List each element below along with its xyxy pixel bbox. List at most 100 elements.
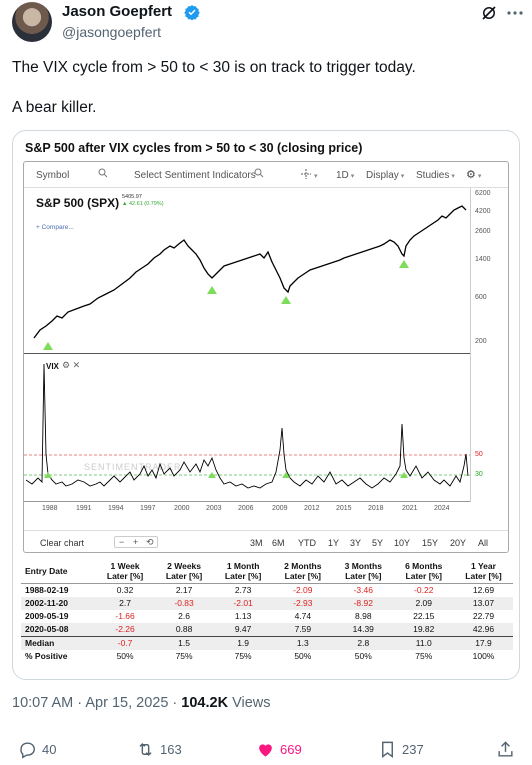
table-row: 2002-11-20 2.7 -0.83 -2.01 -2.93 -8.92 2.09 13.… xyxy=(21,597,513,610)
range-20y[interactable]: 20Y xyxy=(450,538,467,548)
range-3m[interactable]: 3M xyxy=(250,538,263,548)
table-cell: -0.22 xyxy=(414,585,434,595)
vix-panel[interactable]: VIX ⚙ ✕ SENTIMENTRADER xyxy=(24,354,470,502)
reset-zoom-button[interactable]: ⟲ xyxy=(146,537,154,547)
x-tick-label: 2024 xyxy=(434,505,450,512)
table-cell: 2.8 xyxy=(333,636,394,650)
vix-label: VIX xyxy=(46,362,59,371)
time-axis[interactable]: 1988 1991 1994 1997 2000 2003 2006 2009 … xyxy=(24,502,470,516)
range-1y[interactable]: 1Y xyxy=(328,538,340,548)
search-icon[interactable] xyxy=(254,168,264,178)
row-label: 1988-02-19 xyxy=(25,585,69,595)
vix-level-50-label: 50 xyxy=(475,451,483,458)
table-cell: 75% xyxy=(175,651,193,661)
range-ytd[interactable]: YTD xyxy=(298,538,316,548)
crosshair-icon[interactable] xyxy=(300,168,312,180)
row-label: 2002-11-20 xyxy=(21,597,96,610)
table-cell: 14.39 xyxy=(333,623,394,637)
table-cell: 7.59 xyxy=(272,623,334,637)
zoom-out-button[interactable]: − xyxy=(119,537,125,547)
bookmark-button[interactable]: 237 xyxy=(378,738,424,760)
table-cell: 8.98 xyxy=(355,611,372,621)
table-row: 2009-05-19 -1.66 2.6 1.13 4.74 8.98 22.15 22.79 xyxy=(21,610,513,623)
tweet-text-line-2: A bear killer. xyxy=(12,99,97,116)
author-name[interactable]: Jason Goepfert xyxy=(62,3,173,20)
reply-count: 40 xyxy=(42,741,57,757)
watermark: SENTIMENTRADER xyxy=(84,462,182,472)
attached-image[interactable]: S&P 500 after VIX cycles from > 50 to < … xyxy=(12,130,520,680)
share-button[interactable] xyxy=(496,738,520,760)
table-cell: 1.9 xyxy=(213,636,273,650)
range-15y[interactable]: 15Y xyxy=(422,538,439,548)
column-header: Entry Date xyxy=(21,559,96,584)
symbol-field[interactable]: Symbol xyxy=(36,170,70,181)
table-cell: 50% xyxy=(116,651,134,661)
x-tick-label: 2021 xyxy=(402,505,418,512)
compare-link[interactable]: + Compare... xyxy=(36,224,74,231)
range-all[interactable]: All xyxy=(478,538,489,548)
range-selector: Clear chart − + ⟲ 3M 6M YTD 1Y 3Y 5Y 10Y… xyxy=(24,530,508,552)
vix-line-chart xyxy=(24,363,470,489)
table-cell: 17.9 xyxy=(453,636,513,650)
range-3y[interactable]: 3Y xyxy=(350,538,362,548)
display-menu[interactable]: Display ▾ xyxy=(366,170,405,181)
tweet-timestamp[interactable]: 10:07 AM · Apr 15, 2025 · 104.2K Views xyxy=(12,695,271,711)
y-tick-label: 4200 xyxy=(475,208,491,215)
like-button[interactable]: 669 xyxy=(256,738,302,760)
clear-chart-button[interactable]: Clear chart xyxy=(40,538,85,548)
like-count: 669 xyxy=(280,741,302,757)
studies-menu[interactable]: Studies ▾ xyxy=(416,170,455,181)
table-cell: 0.88 xyxy=(154,623,214,637)
range-5y[interactable]: 5Y xyxy=(372,538,384,548)
x-tick-label: 1988 xyxy=(42,505,58,512)
table-row: % Positive 50% 75% 75% 50% 50% 75% 100% xyxy=(21,650,513,663)
author-handle[interactable]: @jasongoepfert xyxy=(62,24,162,40)
table-cell: 2.17 xyxy=(175,585,193,595)
range-10y[interactable]: 10Y xyxy=(394,538,411,548)
sentiment-indicator-select[interactable]: Select Sentiment Indicators xyxy=(134,170,256,181)
vix-panel-controls[interactable]: ⚙ ✕ xyxy=(62,360,81,370)
table-row: Median -0.7 1.5 1.9 1.3 2.8 11.0 17.9 xyxy=(21,636,513,650)
table-cell: -2.09 xyxy=(293,585,313,595)
forward-returns-table: Entry Date 1 Week Later [%] 2 Weeks Later … xyxy=(21,559,513,663)
spx-price-readout: 5405.97 ▲ 42.61 (0.79%) xyxy=(122,194,164,207)
view-count: 104.2K xyxy=(181,695,229,711)
grok-icon[interactable] xyxy=(480,4,498,22)
table-cell: 100% xyxy=(472,651,495,661)
share-icon xyxy=(498,740,513,757)
zoom-in-button[interactable]: + xyxy=(133,537,139,547)
avatar[interactable] xyxy=(12,2,52,42)
search-icon[interactable] xyxy=(98,168,108,178)
spx-line-chart xyxy=(33,205,467,350)
table-cell: 50% xyxy=(294,651,312,661)
table-cell: -0.83 xyxy=(154,597,214,610)
table-cell: -8.92 xyxy=(333,597,394,610)
x-tick-label: 2015 xyxy=(336,505,352,512)
chart-toolbar: Symbol Select Sentiment Indicators ▾ 1D ▾… xyxy=(24,162,508,188)
x-tick-label: 2003 xyxy=(206,505,222,512)
bookmark-count: 237 xyxy=(402,741,424,757)
price-axis[interactable]: 6200 4200 2600 1400 600 200 50 30 xyxy=(470,188,508,502)
reply-button[interactable]: 40 xyxy=(18,738,56,760)
table-cell: -2.26 xyxy=(95,623,155,637)
x-tick-label: 1991 xyxy=(76,505,92,512)
verified-badge-icon xyxy=(184,5,200,20)
repost-icon xyxy=(139,742,152,756)
y-tick-label: 600 xyxy=(475,294,487,301)
crosshair-caret-icon[interactable]: ▾ xyxy=(314,173,318,180)
table-row: 2020-05-08 -2.26 0.88 9.47 7.59 14.39 19.82 42.… xyxy=(21,623,513,637)
row-label: Median xyxy=(21,636,96,650)
interval-select[interactable]: 1D ▾ xyxy=(336,170,355,181)
table-cell: 19.82 xyxy=(393,623,454,637)
table-cell: 2.73 xyxy=(234,585,252,595)
range-6m[interactable]: 6M xyxy=(272,538,285,548)
heart-filled-icon xyxy=(259,743,272,757)
table-cell: 1.13 xyxy=(234,611,252,621)
repost-button[interactable]: 163 xyxy=(136,738,182,760)
more-options-icon[interactable] xyxy=(506,10,524,16)
table-cell: 9.47 xyxy=(213,623,273,637)
settings-gear-icon[interactable]: ⚙ ▾ xyxy=(466,169,482,181)
spx-price-panel[interactable]: S&P 500 (SPX) 5405.97 ▲ 42.61 (0.79%) + … xyxy=(24,188,470,354)
y-tick-label: 1400 xyxy=(475,256,491,263)
x-tick-label: 2012 xyxy=(304,505,320,512)
